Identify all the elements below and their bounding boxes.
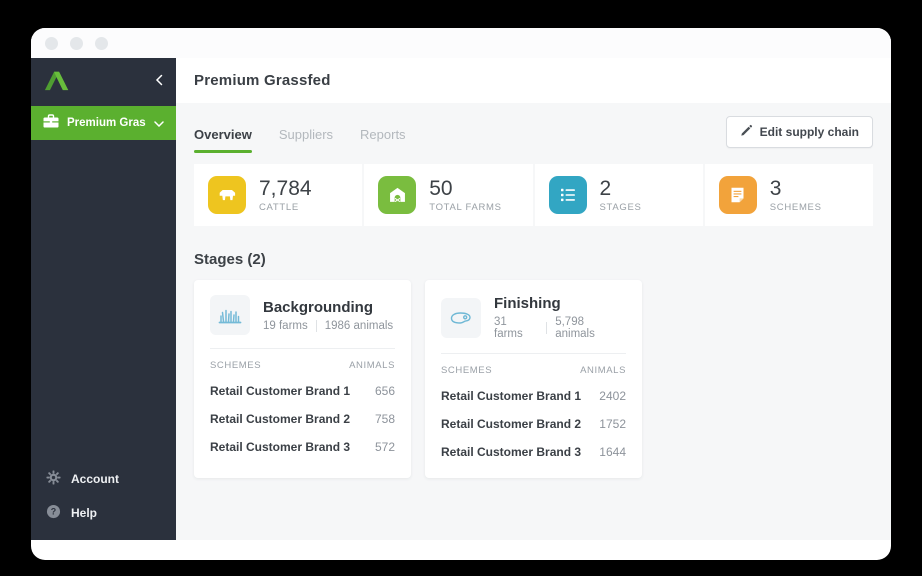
schemes-table: SCHEMES ANIMALS Retail Customer Brand 1 … [425,353,642,478]
stage-title: Backgrounding [263,298,374,316]
edit-button-label: Edit supply chain [759,124,859,139]
scheme-name: Retail Customer Brand 1 [210,384,351,398]
table-row[interactable]: Retail Customer Brand 3 1644 [441,440,626,468]
window-control-zoom[interactable] [95,36,108,50]
stage-title: Finishing [494,295,561,312]
window-titlebar [31,28,891,58]
note-icon [718,176,757,214]
app-window: Premium Gras... [31,28,891,560]
briefcase-icon [43,113,59,133]
table-row[interactable]: Retail Customer Brand 2 1752 [441,412,626,440]
sidebar-help-label: Help [71,506,98,520]
stage-animals: 1986 animals [324,319,394,332]
divider [315,319,317,332]
stat-card-stages: 2 STAGES [534,164,703,226]
question-icon: ? [46,504,61,522]
table-row[interactable]: Retail Customer Brand 1 2402 [441,384,626,412]
pencil-icon [740,124,753,140]
scheme-name: Retail Customer Brand 1 [441,389,582,403]
gear-icon [46,470,61,488]
table-row[interactable]: Retail Customer Brand 3 572 [210,435,395,463]
stat-card-total-farms: 50 TOTAL FARMS [364,164,533,226]
sidebar-item-supply-chain-active[interactable]: Premium Gras... [31,106,176,140]
stage-cards: Backgrounding 19 farms 1986 animals SCHE… [194,280,873,478]
grass-icon [210,295,250,335]
stage-card-finishing[interactable]: Finishing 31 farms 5,798 animals SCHEMES… [425,280,642,478]
stage-animals: 5,798 animals [555,316,595,340]
chevron-down-icon [154,114,164,132]
divider [546,322,548,334]
tab-bar: Overview Suppliers Reports Edit supply c… [176,103,891,160]
table-row[interactable]: Retail Customer Brand 2 758 [210,407,395,435]
stat-card-cattle: 7,784 CATTLE [194,164,363,226]
scheme-animals: 758 [374,412,395,426]
sidebar-item-help[interactable]: ? Help [31,496,176,530]
window-control-close[interactable] [45,36,58,50]
sidebar-account-label: Account [71,472,119,486]
cattle-value: 7,784 [259,176,312,200]
schemes-table: SCHEMES ANIMALS Retail Customer Brand 1 … [194,348,411,473]
barn-icon [378,176,417,214]
scheme-name: Retail Customer Brand 2 [210,412,351,426]
total-farms-value: 50 [429,176,453,200]
cow-icon [208,176,246,214]
stages-value: 2 [599,176,612,200]
page-title: Premium Grassfed [194,72,331,89]
stage-farms: 19 farms [263,319,308,332]
edit-supply-chain-button[interactable]: Edit supply chain [725,115,873,148]
stage-farms: 31 farms [494,316,523,340]
col-schemes: SCHEMES [210,360,262,371]
total-farms-label: TOTAL FARMS [429,202,502,214]
tab-reports[interactable]: Reports [360,127,406,142]
page-header: Premium Grassfed [176,58,891,103]
stage-card-backgrounding[interactable]: Backgrounding 19 farms 1986 animals SCHE… [194,280,411,478]
scheme-name: Retail Customer Brand 3 [441,445,582,459]
scheme-animals: 2402 [599,389,626,403]
col-schemes: SCHEMES [441,365,493,376]
sidebar-collapse-icon[interactable] [155,73,163,91]
window-control-minimize[interactable] [70,36,83,50]
scheme-animals: 1752 [599,417,626,431]
col-animals: ANIMALS [349,360,395,371]
schemes-label: SCHEMES [769,202,822,214]
scheme-name: Retail Customer Brand 3 [210,440,351,454]
stages-heading: Stages (2) [194,251,266,268]
scheme-animals: 656 [374,384,395,398]
stages-label: STAGES [599,202,642,214]
stats-row: 7,784 CATTLE 50 TOTAL FARMS [194,164,873,226]
tab-overview[interactable]: Overview [194,103,252,160]
scheme-animals: 1644 [599,445,626,459]
cattle-label: CATTLE [259,202,299,214]
list-icon [548,176,587,214]
col-animals: ANIMALS [580,365,626,376]
sidebar: Premium Gras... [31,58,176,540]
brand-logo-icon [44,69,77,96]
table-row[interactable]: Retail Customer Brand 1 656 [210,379,395,407]
steak-icon [441,297,481,338]
schemes-value: 3 [769,176,782,200]
scheme-name: Retail Customer Brand 2 [441,417,582,431]
sidebar-item-label: Premium Gras... [67,117,146,129]
main-content: Premium Grassfed Overview Suppliers Repo… [176,58,891,540]
tab-suppliers[interactable]: Suppliers [278,127,334,142]
svg-text:?: ? [51,507,56,517]
scheme-animals: 572 [374,440,395,454]
sidebar-item-account[interactable]: Account [31,462,176,496]
stat-card-schemes: 3 SCHEMES [704,164,873,226]
